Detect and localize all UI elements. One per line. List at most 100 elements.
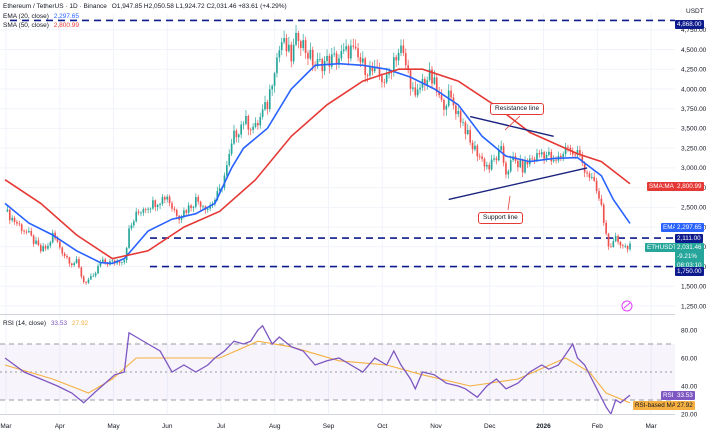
candle-body (37, 240, 40, 246)
candle-body (266, 102, 269, 110)
candle-body (605, 222, 607, 234)
candle-body (183, 210, 185, 217)
candle-body (478, 156, 481, 158)
candle-body (92, 275, 95, 277)
candle-body (268, 89, 271, 110)
price-axis-label: 3,500.00 (681, 126, 707, 133)
time-axis-label: Mar (645, 423, 657, 430)
rsi-axis-label: 60.00 (681, 355, 698, 362)
symbol-header: Ethereum / TetherUS · 1D · Binance O1,94… (3, 3, 290, 11)
candle-body (526, 160, 529, 165)
candle-body (44, 246, 47, 249)
sma-legend[interactable]: SMA (50, close) 2,800.99 (3, 22, 82, 30)
candle-body (259, 116, 262, 126)
candle-body (486, 164, 488, 167)
rsi-ma-tag-name: RSI-based MA (633, 401, 678, 410)
candle-body (39, 245, 42, 252)
candle-body (524, 160, 526, 173)
candle-body (147, 208, 149, 210)
candle-body (249, 129, 252, 131)
candle-body (445, 105, 448, 110)
time-axis-label: 2026 (536, 423, 551, 430)
price-axis-label: 3,750.00 (681, 106, 707, 113)
candle-body (197, 197, 200, 202)
candle-body (466, 129, 469, 135)
candle-body (173, 208, 176, 210)
candle-body (257, 123, 259, 126)
candle-body (416, 89, 419, 96)
candle-body (35, 240, 37, 244)
candle-body (292, 44, 295, 62)
candle-body (576, 149, 579, 156)
sma-50-line[interactable] (4, 68, 631, 260)
candle-body (505, 162, 507, 175)
candle-body (247, 116, 250, 130)
candle-body (154, 200, 157, 207)
candle-body (85, 282, 87, 283)
price-axis-label: 4,000.00 (681, 86, 707, 93)
candle-body (340, 51, 343, 59)
candle-body (242, 123, 245, 125)
candle-body (309, 49, 312, 59)
candle-body (474, 145, 476, 150)
support-trendline[interactable] (448, 167, 588, 201)
candle-body (276, 57, 278, 74)
sma-tag-name: SMA:MA (647, 182, 676, 191)
rsi-ma-tag-value: 27.92 (675, 401, 695, 410)
time-axis-label: May (107, 423, 120, 430)
support-line-label[interactable]: Support line (478, 212, 523, 224)
level-tag-2111[interactable]: 2,111.00 (675, 234, 703, 243)
ema-legend[interactable]: EMA (20, close) 2,297.65 (3, 13, 82, 21)
candle-body (30, 230, 33, 236)
candle-body (440, 95, 443, 100)
resistance-line-label[interactable]: Resistance line (490, 103, 545, 115)
ema-20-line[interactable] (4, 62, 631, 265)
candle-body (495, 158, 498, 161)
symbol-title[interactable]: Ethereum / TetherUS · 1D · Binance (3, 3, 107, 10)
candle-body (202, 206, 204, 208)
candle-body (78, 259, 80, 268)
candle-body (428, 69, 431, 81)
time-axis-label: Oct (377, 423, 387, 430)
candle-body (228, 153, 231, 166)
candle-body (175, 209, 178, 216)
candle-body (273, 73, 276, 86)
candle-body (144, 209, 147, 211)
candle-body (469, 129, 472, 143)
ema-tag-value: 2,297.65 (675, 223, 704, 232)
candle-body (333, 53, 336, 55)
resistance-arrow (504, 115, 521, 131)
candle-body (536, 153, 538, 160)
candle-body (111, 260, 114, 262)
resistance-trendline[interactable] (470, 115, 554, 138)
level-tag-1750[interactable]: 1,750.00 (675, 267, 704, 276)
rsi-legend[interactable]: RSI (14, close) 33.53 27.92 (3, 320, 91, 328)
pane-divider[interactable] (0, 314, 675, 315)
candle-body (156, 204, 159, 207)
candle-body (245, 116, 247, 124)
candle-body (125, 247, 128, 261)
price-axis-label: 2,500.00 (681, 205, 707, 212)
support-arrow (507, 195, 511, 211)
candle-body (490, 159, 493, 170)
level-tag-4868[interactable]: 4,868.00 (675, 20, 704, 29)
candle-body (297, 33, 300, 42)
candle-body (371, 66, 374, 72)
price-axis-label: 4,250.00 (681, 67, 707, 74)
candle-body (295, 33, 297, 45)
candle-body (629, 243, 631, 250)
candle-body (51, 232, 54, 243)
candle-body (94, 273, 97, 276)
alert-icon[interactable] (621, 300, 633, 312)
rsi-ma-line[interactable] (4, 340, 631, 404)
candle-body (550, 151, 553, 162)
currency-label[interactable]: USDT (686, 8, 704, 15)
candle-body (6, 209, 9, 212)
candle-body (283, 38, 285, 43)
candle-body (330, 54, 333, 67)
rsi-line[interactable] (4, 324, 631, 416)
candle-body (140, 212, 142, 214)
candle-body (254, 123, 257, 127)
price-axis-label: 4,750.00 (681, 27, 707, 34)
